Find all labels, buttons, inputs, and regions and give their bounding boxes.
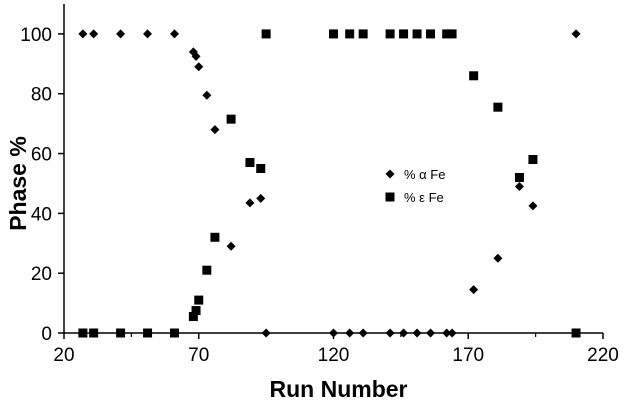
legend-epsilon-fe-label: % ε Fe	[404, 190, 444, 205]
epsilon-fe-point	[447, 29, 457, 39]
alpha-fe-point	[261, 328, 271, 338]
x-tick-label: 170	[452, 345, 484, 366]
y-tick-label: 0	[41, 324, 52, 345]
epsilon-fe-point	[528, 155, 538, 165]
epsilon-fe-point	[210, 232, 220, 242]
epsilon-fe-point	[116, 328, 126, 338]
legend-alpha-fe-marker	[385, 169, 395, 179]
alpha-fe-point	[385, 328, 395, 338]
y-tick-label: 60	[31, 145, 52, 166]
epsilon-fe-point	[426, 29, 436, 39]
epsilon-fe-point	[345, 29, 355, 39]
legend-alpha-fe-label: % α Fe	[404, 167, 445, 182]
alpha-fe-point	[256, 193, 266, 203]
alpha-fe-point	[210, 125, 220, 135]
epsilon-fe-point	[188, 312, 198, 322]
epsilon-fe-point	[245, 158, 255, 168]
alpha-fe-point	[426, 328, 436, 338]
epsilon-fe-point	[194, 295, 204, 305]
epsilon-fe-point	[78, 328, 88, 338]
legend: % α Fe % ε Fe	[385, 167, 445, 205]
epsilon-fe-point	[412, 29, 422, 39]
epsilon-fe-point	[226, 114, 236, 124]
epsilon-fe-point	[399, 29, 409, 39]
epsilon-fe-point	[385, 29, 395, 39]
epsilon-fe-point	[89, 328, 99, 338]
alpha-fe-point	[345, 328, 355, 338]
y-tick-label: 20	[31, 264, 52, 285]
alpha-fe-point	[514, 181, 524, 191]
y-axis-title: Phase %	[5, 136, 31, 231]
alpha-fe-point	[571, 29, 581, 39]
x-tick-label: 70	[188, 345, 209, 366]
epsilon-fe-point	[358, 29, 368, 39]
alpha-fe-point	[89, 29, 99, 39]
epsilon-fe-point	[329, 29, 338, 39]
alpha-fe-point	[191, 51, 201, 61]
alpha-fe-point	[358, 328, 368, 338]
y-tick-label: 80	[31, 85, 52, 106]
x-tick-label: 220	[587, 345, 619, 366]
alpha-fe-point	[447, 328, 457, 338]
y-tick-label: 100	[20, 25, 52, 46]
epsilon-fe-point	[143, 328, 153, 338]
alpha-fe-point	[116, 29, 126, 39]
epsilon-fe-point	[191, 306, 201, 316]
epsilon-fe-point	[469, 71, 479, 81]
epsilon-fe-point	[493, 102, 503, 112]
alpha-fe-point	[245, 198, 255, 208]
x-axis-title: Run Number	[270, 376, 408, 402]
x-tick-label: 20	[53, 345, 74, 366]
alpha-fe-point	[399, 328, 409, 338]
y-tick-label: 40	[31, 204, 52, 225]
alpha-fe-point	[469, 285, 479, 295]
epsilon-fe-point	[571, 328, 581, 338]
alpha-fe-point	[78, 29, 88, 39]
epsilon-fe-point	[514, 172, 524, 182]
data-marks	[78, 29, 581, 338]
alpha-fe-point	[412, 328, 422, 338]
alpha-fe-point	[493, 253, 503, 263]
alpha-fe-point	[143, 29, 153, 39]
alpha-fe-point	[329, 328, 338, 338]
alpha-fe-point	[528, 201, 538, 211]
legend-epsilon-fe-marker	[385, 192, 395, 202]
alpha-fe-point	[194, 62, 204, 72]
axes	[63, 4, 603, 334]
x-tick-label: 120	[318, 345, 350, 366]
epsilon-fe-point	[202, 265, 212, 275]
epsilon-fe-point	[256, 164, 266, 173]
epsilon-fe-point	[442, 29, 452, 39]
alpha-fe-point	[442, 328, 452, 338]
epsilon-fe-point	[169, 328, 179, 338]
alpha-fe-point	[202, 90, 212, 100]
epsilon-fe-point	[261, 29, 271, 39]
alpha-fe-point	[169, 29, 179, 39]
alpha-fe-point	[226, 241, 236, 251]
